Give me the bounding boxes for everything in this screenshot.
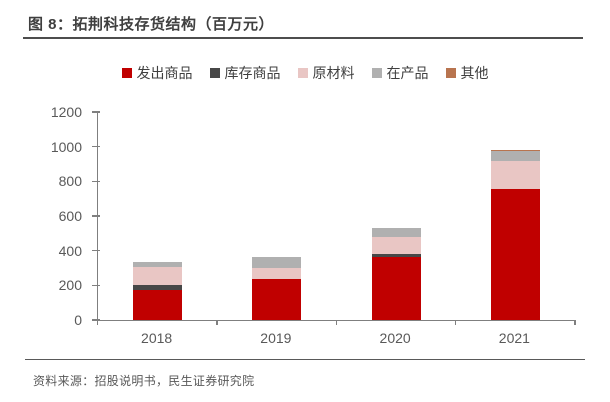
footer-divider: [25, 359, 585, 360]
bar-segment-其他: [490, 150, 540, 152]
plot-area: [96, 112, 576, 325]
bar-segment-发出商品: [252, 279, 302, 320]
y-tick-label: 0: [74, 312, 82, 328]
x-tick-mark: [216, 320, 218, 325]
bar-segment-库存商品: [133, 285, 183, 290]
bar-segment-其他: [133, 261, 183, 263]
chart-legend: 发出商品 库存商品 原材料 在产品 其他: [0, 63, 610, 83]
stacked-bar-2021: [490, 150, 540, 320]
x-tick-mark: [574, 320, 576, 325]
legend-label: 发出商品: [136, 65, 193, 81]
legend-item-0: 发出商品: [121, 63, 193, 83]
bar-segment-库存商品: [490, 188, 540, 190]
bar-segment-原材料: [133, 266, 183, 285]
x-tick-label: 2019: [260, 330, 292, 346]
legend-item-1: 库存商品: [209, 63, 281, 83]
figure-title: 图 8：拓荆科技存货结构（百万元）: [28, 16, 275, 33]
y-tick-label: 1000: [50, 138, 82, 155]
legend-swatch-icon: [209, 68, 220, 78]
y-tick-label: 600: [58, 208, 82, 224]
bar-segment-在产品: [133, 262, 183, 267]
legend-swatch-icon: [121, 68, 132, 78]
legend-swatch-icon: [297, 68, 308, 78]
y-tick-mark: [92, 180, 100, 183]
title-divider: [23, 37, 583, 39]
y-tick-mark: [92, 319, 100, 321]
x-tick-mark: [335, 320, 337, 325]
stacked-bar-2020: [371, 227, 421, 320]
y-tick-label: 200: [58, 277, 82, 294]
y-tick-mark: [92, 111, 100, 113]
stacked-bar-2018: [133, 261, 183, 320]
bar-segment-库存商品: [371, 253, 421, 257]
y-tick-label: 800: [58, 173, 82, 190]
x-tick-mark: [454, 320, 457, 325]
source-note: 资料来源：招股说明书，民生证券研究院: [33, 374, 255, 388]
bar-segment-原材料: [490, 160, 540, 189]
bar-segment-原材料: [371, 237, 421, 254]
legend-label: 在产品: [386, 65, 429, 81]
y-tick-mark: [92, 284, 100, 287]
bar-segment-发出商品: [490, 189, 540, 320]
y-tick-label: 400: [58, 242, 82, 259]
x-tick-label: 2021: [498, 330, 530, 346]
y-tick-label: 1200: [50, 104, 82, 120]
bar-segment-在产品: [252, 257, 302, 269]
x-tick-label: 2020: [379, 330, 411, 346]
legend-label: 库存商品: [224, 65, 281, 81]
legend-item-2: 原材料: [297, 63, 355, 83]
bar-segment-库存商品: [252, 278, 302, 280]
stacked-bar-2019: [252, 257, 302, 320]
y-tick-mark: [92, 249, 100, 252]
legend-label: 原材料: [312, 65, 355, 81]
legend-label: 其他: [460, 65, 489, 81]
legend-swatch-icon: [371, 68, 382, 78]
bar-segment-发出商品: [133, 289, 183, 320]
y-tick-mark: [92, 145, 100, 148]
bar-segment-原材料: [252, 268, 302, 279]
y-tick-mark: [92, 215, 100, 217]
bar-segment-发出商品: [371, 256, 421, 320]
bar-segment-在产品: [371, 228, 421, 238]
legend-item-4: 其他: [445, 63, 489, 83]
legend-item-3: 在产品: [371, 63, 429, 83]
origin-tick-mark: [96, 320, 98, 325]
legend-swatch-icon: [445, 68, 456, 78]
x-tick-label: 2018: [141, 330, 173, 346]
bar-segment-在产品: [490, 151, 540, 161]
